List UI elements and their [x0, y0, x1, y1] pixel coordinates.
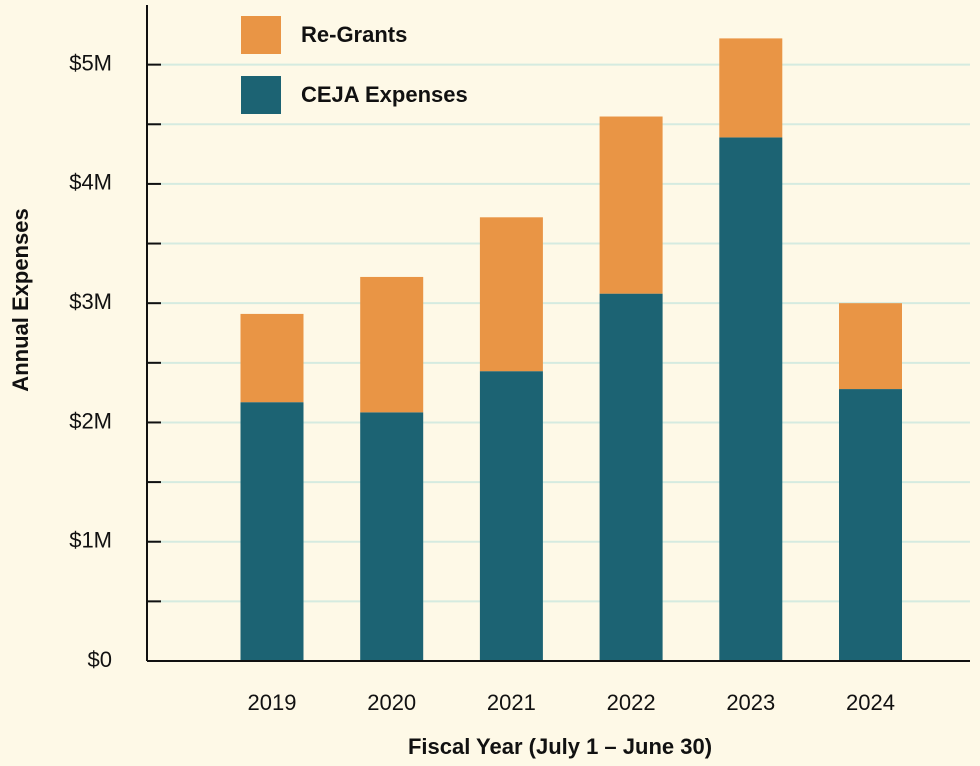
y-tick-label: $5M: [69, 50, 112, 75]
x-tick-label: 2021: [487, 690, 536, 715]
legend-label: Re-Grants: [301, 22, 407, 47]
y-tick-label: $2M: [69, 408, 112, 433]
bar-segment: [599, 116, 663, 294]
x-tick-label: 2024: [846, 690, 895, 715]
bar-segment: [839, 303, 902, 390]
legend-label: CEJA Expenses: [301, 82, 468, 107]
bar-segment: [839, 389, 902, 661]
bar-segment: [479, 371, 543, 661]
y-tick-label: $4M: [69, 170, 112, 195]
bar-segment: [719, 137, 783, 662]
y-axis-title: Annual Expenses: [8, 208, 33, 391]
y-tick-label: $0: [88, 647, 112, 672]
bar-segment: [240, 313, 304, 403]
x-tick-label: 2023: [726, 690, 775, 715]
bar-segment: [719, 38, 783, 138]
bar-segment: [479, 217, 543, 372]
bar-segment: [599, 293, 663, 661]
legend-swatch: [241, 16, 281, 54]
y-tick-label: $1M: [69, 528, 112, 553]
y-tick-label: $3M: [69, 289, 112, 314]
bar-segment: [360, 412, 424, 661]
bar-segment: [240, 402, 304, 661]
x-tick-label: 2020: [367, 690, 416, 715]
x-tick-label: 2022: [607, 690, 656, 715]
legend-swatch: [241, 76, 281, 114]
bar-segment: [360, 276, 424, 413]
x-axis-title: Fiscal Year (July 1 – June 30): [408, 734, 712, 759]
x-tick-label: 2019: [248, 690, 297, 715]
